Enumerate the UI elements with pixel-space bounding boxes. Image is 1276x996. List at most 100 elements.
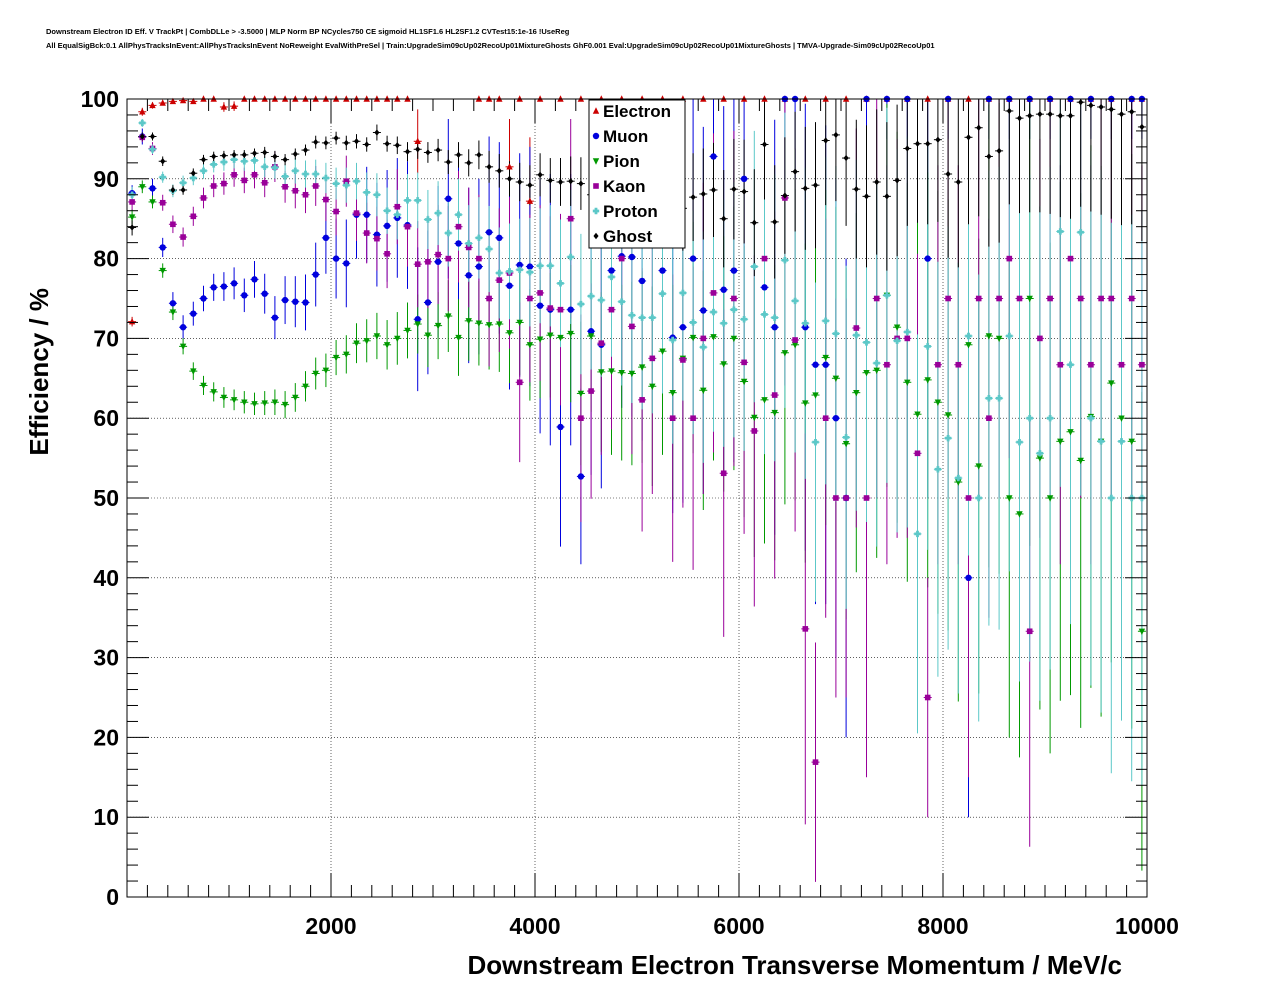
kaon-point <box>282 183 288 190</box>
muon-point <box>343 260 350 267</box>
kaon-point <box>1016 295 1023 302</box>
ghost-point <box>506 175 513 182</box>
kaon-point <box>465 244 472 251</box>
muon-point <box>179 324 187 331</box>
pion-point <box>700 387 707 394</box>
legend-label-muon: Muon <box>603 127 648 146</box>
kaon-point <box>241 177 248 184</box>
kaon-point <box>700 335 707 342</box>
proton-point <box>424 216 432 223</box>
proton-point <box>455 211 462 218</box>
proton-point <box>475 234 483 242</box>
pion-point <box>628 370 636 378</box>
pion-point <box>669 389 676 397</box>
ghost-point <box>1118 110 1125 118</box>
muon-point <box>659 267 666 274</box>
muon-point <box>526 263 534 270</box>
x-tick-label: 8000 <box>917 913 968 939</box>
pion-point <box>914 411 921 418</box>
proton-point <box>985 395 993 402</box>
proton-point <box>873 359 880 367</box>
muon-point <box>689 255 697 262</box>
ghost-point <box>537 171 543 179</box>
ghost-point <box>904 145 910 152</box>
kaon-point <box>333 208 339 215</box>
legend-marker-muon <box>592 132 600 140</box>
kaon-point <box>751 428 758 434</box>
proton-point <box>904 328 911 336</box>
proton-point <box>965 332 972 340</box>
muon-point <box>965 574 972 581</box>
electron-point <box>414 137 421 144</box>
pion-point <box>220 394 228 402</box>
proton-point <box>659 290 666 297</box>
pion-point <box>1036 455 1044 462</box>
proton-point <box>771 314 778 321</box>
pion-point <box>893 324 901 331</box>
pion-point <box>985 333 993 340</box>
muon-point <box>802 324 809 331</box>
kaon-point <box>955 361 962 368</box>
y-tick-label: 60 <box>93 405 119 431</box>
y-axis-title: Efficiency / % <box>24 288 54 456</box>
chart-title-line-2: All EqualSigBck:0.1 AllPhysTracksInEvent… <box>46 41 935 50</box>
ghost-point <box>690 193 696 201</box>
proton-point <box>312 170 319 178</box>
pion-point <box>761 397 768 404</box>
pion-point <box>608 368 615 375</box>
electron-point <box>526 197 534 204</box>
pion-point <box>506 330 513 337</box>
ghost-point <box>996 147 1002 155</box>
ghost-point <box>149 133 156 140</box>
ghost-point <box>945 170 951 178</box>
ghost-point <box>843 154 849 162</box>
pion-point <box>577 390 585 398</box>
pion-point <box>944 412 952 419</box>
muon-point <box>383 222 391 230</box>
muon-point <box>812 361 819 368</box>
kaon-point <box>608 306 615 313</box>
x-tick-label: 10000 <box>1115 913 1179 939</box>
muon-point <box>445 195 452 202</box>
proton-point <box>414 197 421 204</box>
ghost-point <box>221 152 227 159</box>
kaon-point <box>945 295 951 302</box>
kaon-point <box>996 295 1002 302</box>
proton-point <box>496 269 503 277</box>
muon-point <box>761 284 768 291</box>
muon-point <box>159 244 166 251</box>
pion-point <box>179 343 187 351</box>
pion-point <box>210 389 217 396</box>
proton-point <box>190 174 197 182</box>
ghost-point <box>925 140 931 147</box>
legend-marker-electron <box>592 107 600 114</box>
pion-point <box>802 400 809 407</box>
pion-point <box>853 389 860 397</box>
proton-point <box>373 191 381 198</box>
kaon-point <box>731 295 737 302</box>
kaon-point <box>159 199 166 206</box>
ghost-point <box>955 178 961 186</box>
muon-point <box>220 283 228 290</box>
kaon-point <box>1006 255 1013 262</box>
pion-point <box>710 334 717 341</box>
proton-point <box>832 330 840 337</box>
pion-point <box>771 409 778 417</box>
electron-point <box>230 102 238 109</box>
kaon-point <box>1047 295 1053 302</box>
kaon-point <box>649 355 656 362</box>
ghost-point <box>1057 112 1063 119</box>
muon-point <box>414 316 421 323</box>
ghost-point <box>282 156 288 163</box>
proton-point <box>139 119 146 127</box>
ghost-point <box>496 167 502 175</box>
proton-point <box>893 337 901 344</box>
pion-point <box>536 336 544 343</box>
proton-point <box>730 306 738 313</box>
proton-point <box>638 314 646 321</box>
kaon-point <box>527 295 533 302</box>
ghost-point <box>292 150 298 158</box>
x-axis-title: Downstream Electron Transverse Momentum … <box>467 950 1122 980</box>
proton-point <box>720 320 727 327</box>
pion-point <box>873 367 880 375</box>
